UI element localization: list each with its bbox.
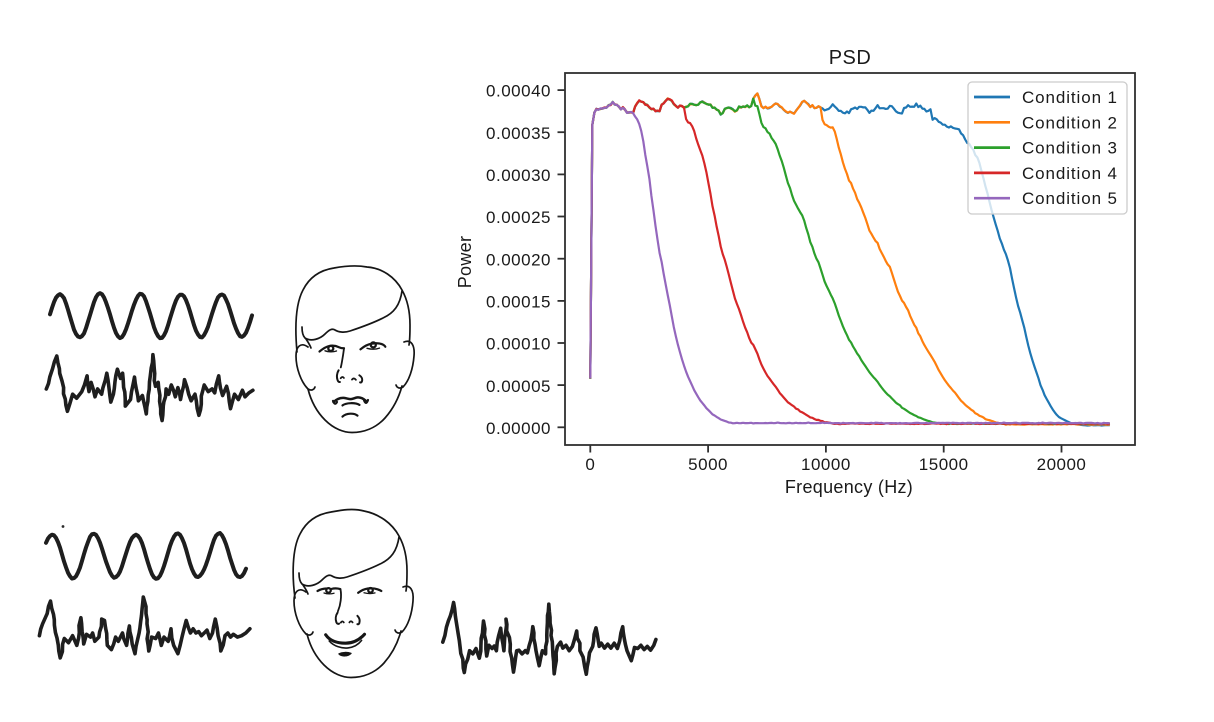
svg-text:Condition 4: Condition 4 <box>1022 164 1118 183</box>
svg-text:0.00010: 0.00010 <box>486 335 551 354</box>
svg-text:Power: Power <box>455 236 475 289</box>
svg-text:Condition 2: Condition 2 <box>1022 113 1118 132</box>
svg-text:PSD: PSD <box>829 47 872 69</box>
svg-text:0.00000: 0.00000 <box>486 419 551 438</box>
svg-text:20000: 20000 <box>1037 455 1087 474</box>
svg-text:0: 0 <box>585 455 595 474</box>
svg-text:Condition 1: Condition 1 <box>1022 88 1118 107</box>
svg-text:Condition 3: Condition 3 <box>1022 139 1118 158</box>
svg-text:15000: 15000 <box>919 455 969 474</box>
svg-text:0.00015: 0.00015 <box>486 293 551 312</box>
svg-text:Condition 5: Condition 5 <box>1022 189 1118 208</box>
svg-text:0.00025: 0.00025 <box>486 208 551 227</box>
svg-text:0.00005: 0.00005 <box>486 377 551 396</box>
svg-text:5000: 5000 <box>688 455 728 474</box>
svg-text:0.00040: 0.00040 <box>486 82 551 101</box>
svg-text:0.00035: 0.00035 <box>486 124 551 143</box>
svg-text:0.00020: 0.00020 <box>486 250 551 269</box>
svg-text:10000: 10000 <box>801 455 851 474</box>
svg-text:Frequency (Hz): Frequency (Hz) <box>785 477 913 497</box>
svg-text:0.00030: 0.00030 <box>486 166 551 185</box>
